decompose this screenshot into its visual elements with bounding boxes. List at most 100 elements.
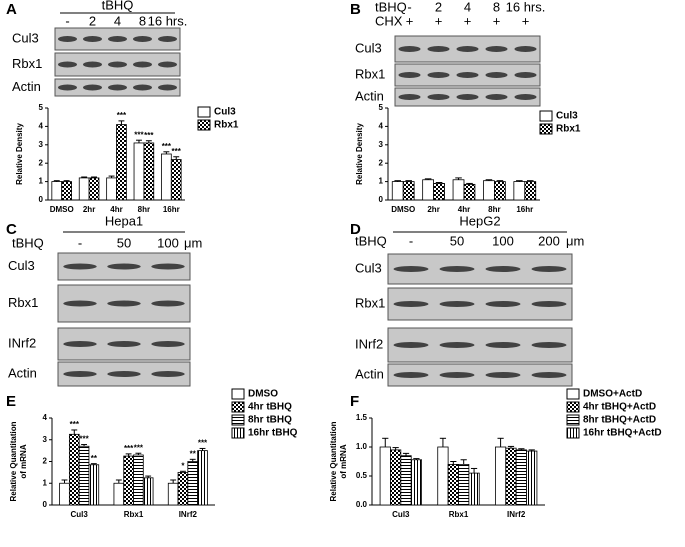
legend-swatch: [566, 401, 580, 413]
bar: [59, 482, 70, 506]
band: [485, 342, 521, 348]
y-tick-label: 1.5: [356, 413, 368, 422]
bar: [187, 461, 199, 506]
row-label: Rbx1: [8, 295, 38, 310]
y-tick-label: 0: [39, 195, 44, 204]
band: [514, 46, 537, 52]
legend-label: Cul3: [214, 107, 236, 118]
bar: [379, 446, 391, 506]
band: [83, 36, 102, 42]
lane-label: -: [409, 233, 413, 248]
y-tick-label: 4: [43, 413, 48, 422]
row-label: Cul3: [355, 260, 382, 275]
panel-label: D: [350, 221, 361, 238]
x-tick-label: 4hr: [110, 205, 122, 214]
band: [108, 61, 127, 68]
y-axis-label: Relative Density: [15, 123, 24, 185]
bar: [161, 153, 172, 201]
band: [485, 46, 508, 52]
lane-label: 16 hrs.: [148, 13, 188, 28]
panel-label: E: [6, 393, 16, 410]
y-axis-label: of mRNA: [19, 444, 28, 478]
legend-swatch: [539, 110, 553, 122]
band: [108, 84, 127, 91]
bar: [68, 433, 80, 506]
legend-label: Cul3: [556, 111, 578, 122]
row-label: Actin: [355, 88, 384, 103]
band: [398, 72, 421, 78]
row-label: Actin: [355, 366, 384, 381]
significance: *: [181, 461, 185, 470]
band: [398, 94, 421, 100]
y-tick-label: 2: [39, 158, 44, 167]
band: [485, 266, 521, 272]
y-tick-label: 3: [379, 140, 384, 149]
x-tick-label: Cul3: [392, 510, 410, 519]
lane-row-label: CHX: [375, 13, 403, 28]
legend-swatch: [197, 106, 211, 118]
band: [133, 61, 152, 68]
band: [151, 341, 185, 347]
band: [107, 371, 141, 377]
legend-swatch: [231, 427, 245, 439]
bar: [493, 181, 506, 201]
unit-label: μm: [184, 235, 202, 250]
significance: ***: [172, 147, 182, 156]
band: [439, 372, 475, 378]
bar: [526, 450, 538, 506]
lane-label: 4: [114, 13, 121, 28]
bar: [483, 180, 495, 201]
lane-label: -: [78, 235, 82, 250]
band: [108, 36, 127, 42]
row-label: Actin: [12, 79, 41, 94]
legend-swatch: [231, 414, 245, 426]
y-tick-label: 0: [379, 195, 384, 204]
bar: [123, 455, 134, 506]
band: [427, 94, 450, 100]
band: [63, 371, 97, 377]
row-label: INrf2: [8, 335, 36, 350]
y-axis-label: Relative Quantitation: [329, 421, 338, 501]
significance: ***: [198, 439, 208, 448]
bar: [452, 179, 465, 201]
bar: [197, 450, 208, 506]
band: [151, 371, 185, 377]
x-tick-label: 16hr: [516, 205, 533, 214]
y-tick-label: 1: [39, 177, 44, 186]
row-label: INrf2: [355, 336, 383, 351]
bar: [116, 124, 127, 201]
legend-label: 16hr tBHQ: [248, 428, 298, 439]
lane-label: +: [406, 13, 414, 28]
x-tick-label: INrf2: [179, 510, 198, 519]
band: [133, 36, 152, 42]
legend-label: Rbx1: [214, 120, 239, 131]
y-tick-label: 1: [43, 478, 48, 487]
band: [514, 94, 537, 100]
x-tick-label: 4hr: [458, 205, 470, 214]
bar: [505, 447, 517, 506]
bar: [390, 449, 402, 506]
bar: [88, 464, 100, 506]
band: [58, 61, 77, 68]
significance: ***: [117, 111, 127, 120]
x-tick-label: INrf2: [507, 510, 526, 519]
band: [107, 341, 141, 347]
bar: [78, 177, 90, 201]
lane-row-label: tBHQ: [375, 0, 407, 14]
lane-label: 8: [139, 13, 146, 28]
treatment-label: tBHQ: [355, 233, 387, 248]
blot-title: Hepa1: [105, 213, 143, 228]
bar: [422, 179, 435, 201]
blot-title: tBHQ: [102, 0, 134, 12]
panel-label: F: [350, 393, 359, 410]
lane-label: 50: [450, 233, 464, 248]
lane-label: +: [493, 13, 501, 28]
bar: [61, 181, 72, 201]
bar: [437, 446, 449, 506]
band: [398, 46, 421, 52]
y-tick-label: 0.5: [356, 471, 368, 480]
bar: [142, 477, 154, 506]
lane-label: 100: [157, 235, 179, 250]
bar: [51, 181, 63, 201]
x-tick-label: 8hr: [488, 205, 500, 214]
